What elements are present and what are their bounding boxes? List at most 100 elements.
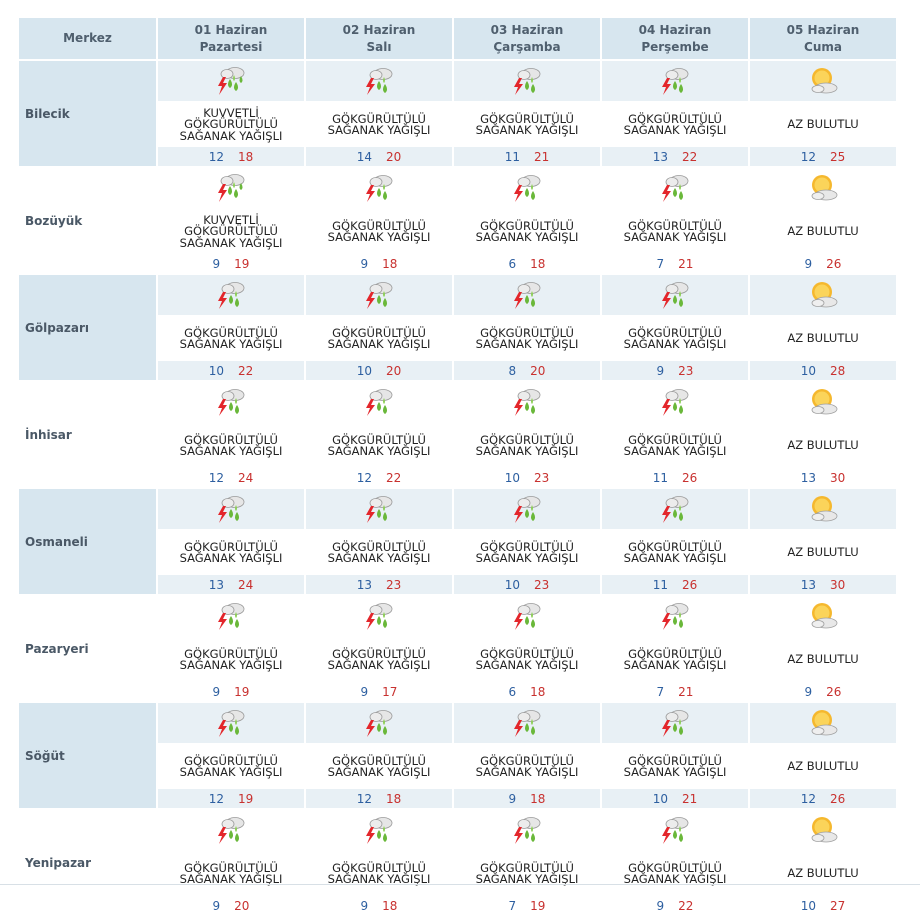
condition-line: GÖKGÜRÜLTÜLÜ [332,646,426,661]
condition-text: GÖKGÜRÜLTÜLÜ SAĞANAK YAĞIŞLI [602,315,748,361]
temperature-range: 12 18 [158,147,304,166]
condition-line: GÖKGÜRÜLTÜLÜ [184,325,278,340]
min-temp: 11 [504,149,520,164]
city-row: Pazaryeri GÖKGÜRÜLTÜLÜ SAĞANAK YAĞIŞLI 9 19 G… [19,596,896,701]
temperature-range: 10 21 [602,789,748,808]
max-temp: 28 [830,363,846,378]
forecast-cell: GÖKGÜRÜLTÜLÜ SAĞANAK YAĞIŞLI 12 24 [158,382,304,487]
forecast-cell: GÖKGÜRÜLTÜLÜ SAĞANAK YAĞIŞLI 10 20 [306,275,452,380]
forecast-cell: GÖKGÜRÜLTÜLÜ SAĞANAK YAĞIŞLI 6 18 [454,168,600,273]
max-temp: 17 [382,684,398,699]
condition-line: SAĞANAK YAĞIŞLI [623,872,727,886]
temperature-range: 10 20 [306,361,452,380]
city-row: Gölpazarı GÖKGÜRÜLTÜLÜ SAĞANAK YAĞIŞLI 10 22… [19,275,896,380]
header-date: 04 Haziran [638,22,712,37]
condition-text: GÖKGÜRÜLTÜLÜ SAĞANAK YAĞIŞLI [158,529,304,575]
forecast-cell: GÖKGÜRÜLTÜLÜ SAĞANAK YAĞIŞLI 13 22 [602,61,748,166]
forecast-cell: AZ BULUTLU 9 26 [750,168,896,273]
min-temp: 10 [652,791,668,806]
condition-text: GÖKGÜRÜLTÜLÜ SAĞANAK YAĞIŞLI [602,529,748,575]
condition-text: GÖKGÜRÜLTÜLÜ SAĞANAK YAĞIŞLI [454,743,600,789]
condition-text: GÖKGÜRÜLTÜLÜ SAĞANAK YAĞIŞLI [158,636,304,682]
min-temp: 13 [208,577,224,592]
forecast-cell: GÖKGÜRÜLTÜLÜ SAĞANAK YAĞIŞLI 7 19 [454,810,600,915]
min-temp: 12 [208,149,224,164]
condition-line: SAĞANAK YAĞIŞLI [327,658,431,672]
condition-line: GÖKGÜRÜLTÜLÜ [480,325,574,340]
thunderstorm-icon [158,382,304,422]
condition-text: GÖKGÜRÜLTÜLÜ SAĞANAK YAĞIŞLI [454,850,600,896]
partly-cloudy-icon [750,61,896,101]
forecast-cell: GÖKGÜRÜLTÜLÜ SAĞANAK YAĞIŞLI 12 18 [306,703,452,808]
forecast-cell: GÖKGÜRÜLTÜLÜ SAĞANAK YAĞIŞLI 13 23 [306,489,452,594]
forecast-table: Merkez 01 Haziran Pazartesi 02 Haziran Sal… [17,16,898,917]
thunderstorm-icon [454,703,600,743]
condition-line: GÖKGÜRÜLTÜLÜ [332,860,426,875]
city-name: Pazaryeri [19,596,156,701]
header-day: 03 Haziran Çarşamba [454,18,600,59]
condition-text: GÖKGÜRÜLTÜLÜ SAĞANAK YAĞIŞLI [306,850,452,896]
condition-line: SAĞANAK YAĞIŞLI [179,658,283,672]
city-row: Yenipazar GÖKGÜRÜLTÜLÜ SAĞANAK YAĞIŞLI 9 20 G… [19,810,896,915]
condition-line: GÖKGÜRÜLTÜLÜ [480,432,574,447]
temperature-range: 11 26 [602,575,748,594]
temperature-range: 12 18 [306,789,452,808]
forecast-cell: GÖKGÜRÜLTÜLÜ SAĞANAK YAĞIŞLI 13 24 [158,489,304,594]
temperature-range: 11 26 [602,468,748,487]
condition-line: SAĞANAK YAĞIŞLI [327,444,431,458]
min-temp: 11 [652,470,668,485]
temperature-range: 9 26 [750,254,896,273]
condition-text: GÖKGÜRÜLTÜLÜ SAĞANAK YAĞIŞLI [454,315,600,361]
max-temp: 19 [238,791,254,806]
condition-text: GÖKGÜRÜLTÜLÜ SAĞANAK YAĞIŞLI [602,208,748,254]
max-temp: 18 [530,684,546,699]
thunderstorm-icon [306,810,452,850]
condition-text: AZ BULUTLU [750,315,896,361]
city-row: İnhisar GÖKGÜRÜLTÜLÜ SAĞANAK YAĞIŞLI 12 24 GÖ… [19,382,896,487]
min-temp: 10 [504,470,520,485]
heavy-thunderstorm-icon [158,168,304,208]
condition-text: GÖKGÜRÜLTÜLÜ SAĞANAK YAĞIŞLI [454,636,600,682]
city-name: Gölpazarı [19,275,156,380]
condition-text: KUVVETLİ GÖKGÜRÜLTÜLÜ SAĞANAK YAĞIŞLI [158,101,304,147]
condition-line: SAĞANAK YAĞIŞLI [179,872,283,886]
thunderstorm-icon [306,382,452,422]
min-temp: 9 [656,363,665,378]
min-temp: 9 [212,898,221,913]
condition-text: GÖKGÜRÜLTÜLÜ SAĞANAK YAĞIŞLI [158,743,304,789]
condition-line: GÖKGÜRÜLTÜLÜ [480,539,574,554]
max-temp: 23 [386,577,402,592]
max-temp: 18 [382,256,398,271]
partly-cloudy-icon [750,168,896,208]
min-temp: 9 [212,256,221,271]
thunderstorm-icon [454,168,600,208]
condition-line: GÖKGÜRÜLTÜLÜ [184,432,278,447]
condition-line: GÖKGÜRÜLTÜLÜ [628,111,722,126]
condition-line: AZ BULUTLU [787,866,859,881]
thunderstorm-icon [602,382,748,422]
max-temp: 19 [234,684,250,699]
thunderstorm-icon [306,61,452,101]
max-temp: 26 [682,470,698,485]
condition-line: GÖKGÜRÜLTÜLÜ [480,646,574,661]
condition-line: GÖKGÜRÜLTÜLÜ [628,753,722,768]
city-row: Bilecik KUVVETLİ GÖKGÜRÜLTÜLÜ SAĞANAK YAĞIŞ… [19,61,896,166]
max-temp: 18 [238,149,254,164]
condition-text: GÖKGÜRÜLTÜLÜ SAĞANAK YAĞIŞLI [306,743,452,789]
max-temp: 21 [682,791,698,806]
condition-line: SAĞANAK YAĞIŞLI [623,658,727,672]
max-temp: 18 [382,898,398,913]
temperature-range: 9 18 [454,789,600,808]
temperature-range: 10 23 [454,468,600,487]
thunderstorm-icon [602,61,748,101]
header-weekday: Pazartesi [199,39,263,54]
condition-text: GÖKGÜRÜLTÜLÜ SAĞANAK YAĞIŞLI [602,101,748,147]
thunderstorm-icon [306,168,452,208]
max-temp: 24 [238,577,254,592]
min-temp: 13 [800,470,816,485]
max-temp: 30 [830,577,846,592]
forecast-cell: KUVVETLİ GÖKGÜRÜLTÜLÜ SAĞANAK YAĞIŞLI 9 19 [158,168,304,273]
thunderstorm-icon [602,596,748,636]
max-temp: 26 [826,684,842,699]
forecast-cell: AZ BULUTLU 9 26 [750,596,896,701]
